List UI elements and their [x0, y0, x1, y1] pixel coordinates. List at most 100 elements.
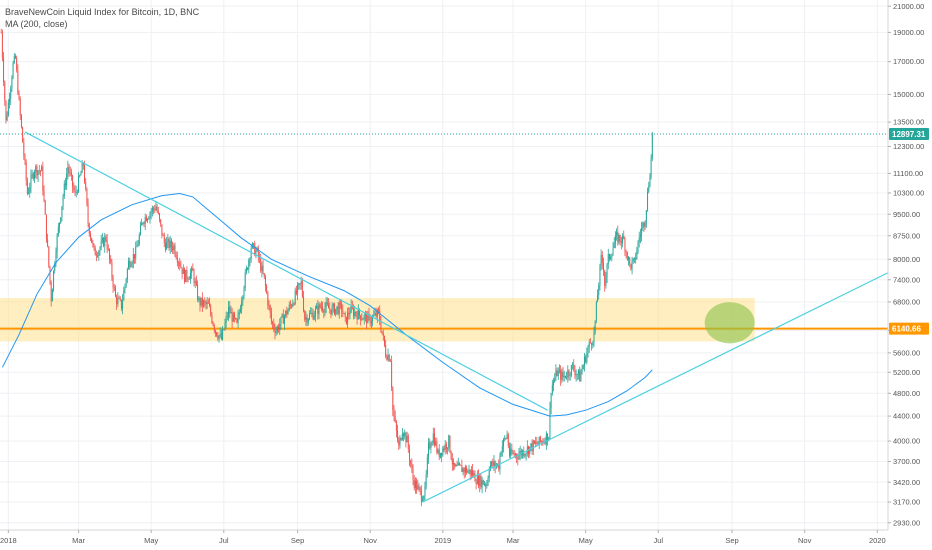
candle-up — [249, 258, 251, 260]
candle-down — [272, 321, 274, 324]
candle-down — [145, 216, 147, 221]
candle-up — [467, 471, 469, 473]
candle-up — [7, 102, 9, 116]
candle-down — [438, 449, 440, 458]
candle-up — [218, 335, 220, 339]
candle-down — [76, 191, 78, 193]
time-axis[interactable]: 2018 Mar May Jul Sep Nov 2019 Mar May Jul Sep Nov 20… — [0, 529, 932, 550]
candle-down — [172, 246, 174, 251]
candle-up — [518, 454, 520, 460]
candle-down — [416, 480, 418, 490]
candle-down — [229, 306, 231, 314]
candle-down — [180, 266, 182, 268]
candle-up — [581, 369, 583, 373]
candle-down — [322, 306, 324, 311]
candle-up — [288, 304, 290, 310]
candle-down — [411, 464, 413, 469]
candle-up — [557, 370, 559, 376]
candle-down — [362, 319, 364, 320]
candle-up — [354, 311, 356, 316]
candle-down — [630, 264, 632, 269]
candle-up — [311, 312, 313, 314]
candle-up — [432, 433, 434, 443]
candle-up — [593, 332, 595, 344]
candle-up — [555, 370, 557, 379]
candle-up — [128, 260, 130, 269]
candle-up — [332, 304, 334, 307]
candle-down — [573, 364, 575, 371]
candle-down — [23, 142, 25, 156]
candle-up — [622, 235, 624, 243]
candle-up — [572, 364, 574, 366]
candle-up — [34, 172, 36, 179]
candle-down — [278, 326, 280, 331]
candle-up — [238, 312, 240, 315]
candle-down — [378, 309, 380, 311]
candle-down — [319, 304, 321, 308]
candle-up — [137, 244, 139, 247]
candle-up — [598, 285, 600, 296]
candle-down — [449, 435, 451, 452]
candle-up — [636, 251, 638, 259]
candle-up — [141, 223, 143, 226]
candle-down — [542, 441, 544, 443]
indicator-label[interactable]: MA (200, close) — [5, 19, 68, 29]
candle-up — [166, 241, 168, 250]
candle-up — [130, 265, 132, 267]
candle-down — [157, 211, 159, 214]
candle-down — [19, 98, 21, 115]
candle-down — [20, 114, 22, 128]
candle-up — [500, 452, 502, 457]
candle-down — [531, 443, 533, 451]
candle-up — [225, 316, 227, 323]
candle-down — [38, 170, 40, 172]
candle-up — [248, 259, 250, 270]
candle-up — [645, 210, 647, 223]
candle-up — [123, 290, 125, 301]
candle-up — [232, 313, 234, 322]
candle-down — [48, 246, 50, 267]
candle-up — [569, 375, 571, 377]
time-axis-label: 2020 — [869, 536, 886, 545]
candle-down — [389, 361, 391, 362]
candle-up — [616, 231, 618, 236]
candle-up — [468, 469, 470, 472]
candle-up — [79, 175, 81, 177]
candle-up — [575, 374, 577, 376]
candle-down — [306, 317, 308, 323]
candle-up — [9, 98, 11, 103]
candle-down — [193, 270, 195, 283]
candle-up — [169, 240, 171, 249]
candle-up — [98, 251, 100, 257]
candle-down — [619, 235, 621, 242]
time-axis-label: May — [144, 536, 158, 545]
candle-down — [42, 166, 44, 191]
candle-down — [43, 190, 45, 201]
candle-down — [407, 436, 409, 450]
current-price-label: 12897.31 — [892, 130, 926, 139]
candle-up — [592, 343, 594, 346]
candle-up — [406, 436, 408, 443]
candle-up — [387, 354, 389, 360]
price-axis[interactable]: 2930.00 3170.00 3420.00 3700.00 4000.00 4400.… — [887, 0, 932, 550]
candle-up — [59, 222, 61, 227]
candle-up — [280, 316, 282, 325]
candle-down — [635, 257, 637, 259]
candle-down — [418, 485, 420, 488]
chart-title[interactable]: BraveNewCoin Liquid Index for Bitcoin, 1… — [5, 7, 200, 17]
candle-down — [107, 248, 109, 250]
candle-up — [551, 384, 553, 394]
candle-down — [94, 248, 96, 256]
price-axis-background — [888, 0, 932, 550]
candle-up — [124, 284, 126, 291]
candle-up — [644, 222, 646, 227]
time-axis-label: Mar — [72, 536, 85, 545]
candle-up — [606, 264, 608, 277]
candle-down — [270, 312, 272, 322]
support-level-label: 6140.66 — [892, 325, 921, 334]
candle-up — [367, 313, 369, 324]
candle-down — [507, 434, 509, 447]
candle-down — [178, 262, 180, 264]
candle-down — [253, 243, 255, 245]
